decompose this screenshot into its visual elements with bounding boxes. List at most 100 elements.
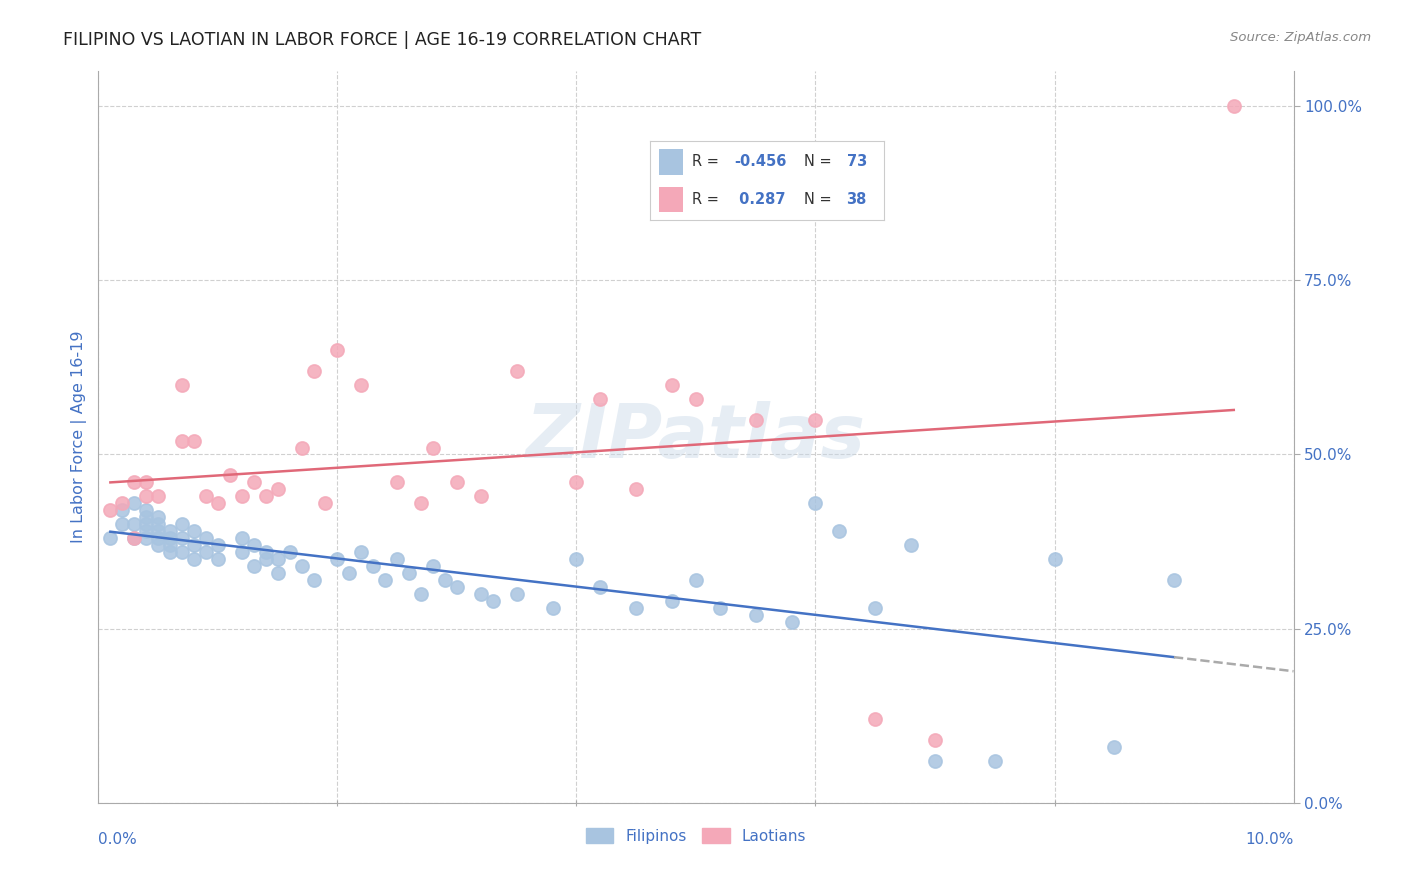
Point — [159, 538, 181, 552]
Point — [172, 517, 194, 532]
Point — [350, 545, 373, 559]
Point — [291, 558, 314, 573]
Point — [411, 496, 433, 510]
Point — [243, 538, 266, 552]
Point — [124, 517, 146, 532]
Point — [195, 489, 218, 503]
Point — [302, 364, 325, 378]
Point — [135, 475, 157, 490]
Point — [385, 552, 409, 566]
Point — [124, 531, 146, 545]
Point — [589, 392, 612, 406]
Point — [254, 545, 277, 559]
Point — [350, 377, 373, 392]
Text: ZIPatlas: ZIPatlas — [526, 401, 866, 474]
Point — [1223, 99, 1246, 113]
Point — [243, 475, 266, 490]
Point — [111, 503, 134, 517]
Point — [661, 594, 683, 608]
Point — [267, 566, 290, 580]
Point — [219, 468, 242, 483]
Point — [685, 573, 707, 587]
Point — [135, 489, 157, 503]
Point — [565, 552, 588, 566]
Point — [231, 489, 253, 503]
Point — [984, 754, 1007, 768]
Point — [745, 412, 768, 426]
Point — [135, 517, 157, 532]
Legend: Filipinos, Laotians: Filipinos, Laotians — [579, 822, 813, 850]
Point — [541, 600, 564, 615]
Point — [865, 600, 887, 615]
Point — [231, 531, 253, 545]
Point — [565, 475, 588, 490]
Point — [470, 587, 492, 601]
Point — [207, 552, 229, 566]
Text: N =: N = — [804, 154, 837, 169]
Point — [148, 524, 170, 538]
Point — [172, 434, 194, 448]
Point — [745, 607, 768, 622]
Point — [243, 558, 266, 573]
Point — [172, 531, 194, 545]
Point — [254, 489, 277, 503]
Text: R =: R = — [692, 193, 728, 207]
Point — [470, 489, 492, 503]
Point — [804, 496, 827, 510]
Text: 0.0%: 0.0% — [98, 832, 138, 847]
Point — [828, 524, 851, 538]
Point — [135, 531, 157, 545]
Text: 0.287: 0.287 — [734, 193, 786, 207]
Point — [183, 524, 205, 538]
Point — [434, 573, 457, 587]
Point — [422, 558, 444, 573]
Point — [124, 531, 146, 545]
Point — [195, 545, 218, 559]
Point — [291, 441, 314, 455]
Point — [124, 475, 146, 490]
Point — [254, 552, 277, 566]
Point — [865, 712, 887, 726]
Point — [804, 412, 827, 426]
Point — [398, 566, 420, 580]
Point — [339, 566, 361, 580]
Point — [589, 580, 612, 594]
Point — [506, 364, 529, 378]
Point — [661, 377, 683, 392]
Point — [411, 587, 433, 601]
Point — [195, 531, 218, 545]
Point — [626, 600, 648, 615]
Point — [183, 434, 205, 448]
Point — [98, 503, 122, 517]
Point — [326, 343, 349, 357]
Point — [111, 496, 134, 510]
Text: 38: 38 — [846, 193, 868, 207]
Point — [159, 524, 181, 538]
Text: 73: 73 — [846, 154, 866, 169]
Text: Source: ZipAtlas.com: Source: ZipAtlas.com — [1230, 31, 1371, 45]
Point — [385, 475, 409, 490]
Point — [709, 600, 731, 615]
Text: N =: N = — [804, 193, 837, 207]
Point — [482, 594, 505, 608]
Point — [422, 441, 444, 455]
Point — [446, 475, 468, 490]
Point — [135, 503, 157, 517]
Point — [148, 538, 170, 552]
Point — [1163, 573, 1185, 587]
Point — [148, 510, 170, 524]
Point — [207, 538, 229, 552]
Text: 10.0%: 10.0% — [1246, 832, 1294, 847]
Point — [1104, 740, 1126, 755]
Point — [148, 489, 170, 503]
Point — [124, 496, 146, 510]
Point — [278, 545, 301, 559]
Point — [363, 558, 385, 573]
Text: FILIPINO VS LAOTIAN IN LABOR FORCE | AGE 16-19 CORRELATION CHART: FILIPINO VS LAOTIAN IN LABOR FORCE | AGE… — [63, 31, 702, 49]
Point — [780, 615, 803, 629]
Point — [626, 483, 648, 497]
Point — [172, 545, 194, 559]
Point — [924, 754, 946, 768]
Point — [159, 545, 181, 559]
Text: R =: R = — [692, 154, 724, 169]
